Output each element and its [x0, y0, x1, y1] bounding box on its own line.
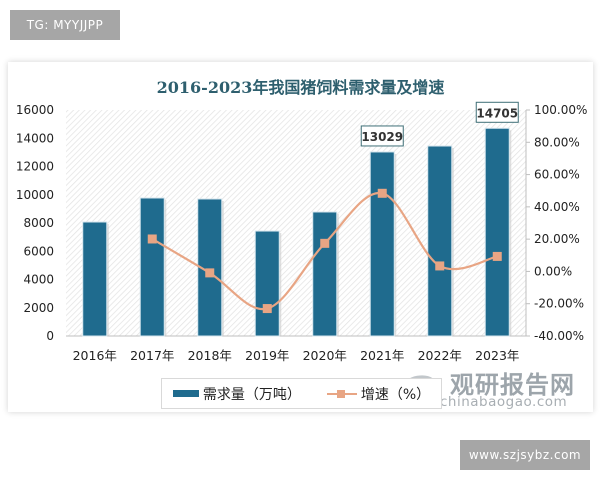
legend-item-demand: 需求量（万吨） — [172, 384, 301, 404]
svg-text:80.00%: 80.00% — [534, 135, 580, 149]
svg-text:10000: 10000 — [16, 188, 54, 202]
svg-text:12000: 12000 — [16, 160, 54, 174]
svg-text:0: 0 — [46, 329, 54, 343]
svg-text:8000: 8000 — [23, 216, 54, 230]
tg-watermark-tag: TG: MYYJJPP — [10, 10, 120, 40]
svg-text:2023年: 2023年 — [475, 348, 519, 363]
legend-bar-swatch-icon — [172, 390, 199, 397]
site-url-tag: www.szjsybz.com — [460, 440, 590, 470]
svg-text:20.00%: 20.00% — [534, 232, 580, 246]
legend-label-demand: 需求量（万吨） — [202, 386, 301, 403]
svg-text:0.00%: 0.00% — [534, 264, 572, 278]
svg-text:14000: 14000 — [16, 131, 54, 145]
svg-text:2000: 2000 — [23, 301, 54, 315]
legend-item-growth: 增速（%） — [326, 384, 431, 404]
svg-text:2016年: 2016年 — [73, 348, 117, 363]
svg-text:2017年: 2017年 — [130, 348, 174, 363]
svg-text:60.00%: 60.00% — [534, 168, 580, 182]
svg-text:-40.00%: -40.00% — [534, 329, 584, 343]
svg-text:2019年: 2019年 — [245, 348, 289, 363]
svg-text:2018年: 2018年 — [188, 348, 232, 363]
chart-plot: 0 2000 4000 6000 8000 10000 12000 14000 16000 -40… — [16, 101, 587, 363]
svg-text:-20.00%: -20.00% — [534, 297, 584, 311]
svg-text:14705: 14705 — [476, 106, 518, 120]
svg-text:100.00%: 100.00% — [534, 103, 587, 117]
svg-text:2020年: 2020年 — [303, 348, 347, 363]
svg-text:13029: 13029 — [361, 130, 403, 144]
legend-line-marker-icon — [326, 389, 357, 399]
watermark-en-text: chinabaogao.com — [440, 394, 568, 410]
svg-text:40.00%: 40.00% — [534, 200, 580, 214]
chart-title: 2016-2023年我国猪饲料需求量及增速 — [156, 78, 445, 97]
svg-text:2021年: 2021年 — [360, 348, 404, 363]
svg-text:2022年: 2022年 — [418, 348, 462, 363]
watermark-cn-text: 观研报告网 — [450, 371, 575, 399]
chart-legend: 需求量（万吨） 增速（%） — [161, 378, 442, 409]
chart-card: 2016-2023年我国猪饲料需求量及增速 0 2000 4000 6000 8000 1… — [8, 62, 593, 412]
svg-text:4000: 4000 — [23, 273, 54, 287]
legend-label-growth: 增速（%） — [360, 386, 431, 403]
svg-text:16000: 16000 — [16, 103, 54, 117]
svg-text:6000: 6000 — [23, 244, 54, 258]
